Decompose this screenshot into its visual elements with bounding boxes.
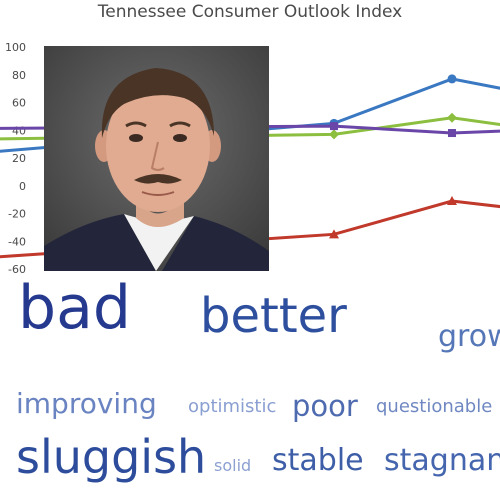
data-point-marker (330, 122, 338, 131)
data-point-marker (329, 129, 339, 140)
y-tick-label: 100 (5, 41, 26, 54)
y-tick-label: -40 (8, 235, 26, 248)
data-point-marker (329, 229, 339, 239)
chart-title: Tennessee Consumer Outlook Index (97, 2, 403, 22)
y-tick-label: 20 (12, 152, 26, 165)
y-tick-label: -60 (8, 263, 26, 276)
portrait-photo (44, 46, 269, 271)
cloud-word: bad (18, 273, 131, 343)
data-point-marker (447, 74, 457, 84)
word-cloud: bad better grow improving optimistic poor ques… (0, 272, 500, 500)
y-tick-label: 60 (12, 97, 26, 110)
cloud-word: better (200, 288, 347, 344)
man-portrait-photo-icon (44, 46, 269, 271)
cloud-word: grow (438, 319, 500, 354)
cloud-word: sluggish (16, 430, 207, 484)
cloud-word: improving (16, 387, 157, 420)
cloud-word: solid (214, 456, 252, 475)
cloud-word: stable (272, 443, 364, 478)
cloud-word: questionable (376, 396, 493, 417)
y-tick-label: -20 (8, 208, 26, 221)
data-point-marker (448, 129, 456, 138)
y-tick-label: 40 (12, 124, 26, 137)
cloud-word: poor (292, 389, 358, 423)
y-tick-label: 0 (19, 180, 26, 193)
y-tick-label: 80 (12, 69, 26, 82)
cloud-word: stagnan (384, 443, 500, 478)
data-point-marker (447, 112, 457, 123)
cloud-word: optimistic (188, 396, 277, 417)
data-point-marker (447, 196, 457, 206)
